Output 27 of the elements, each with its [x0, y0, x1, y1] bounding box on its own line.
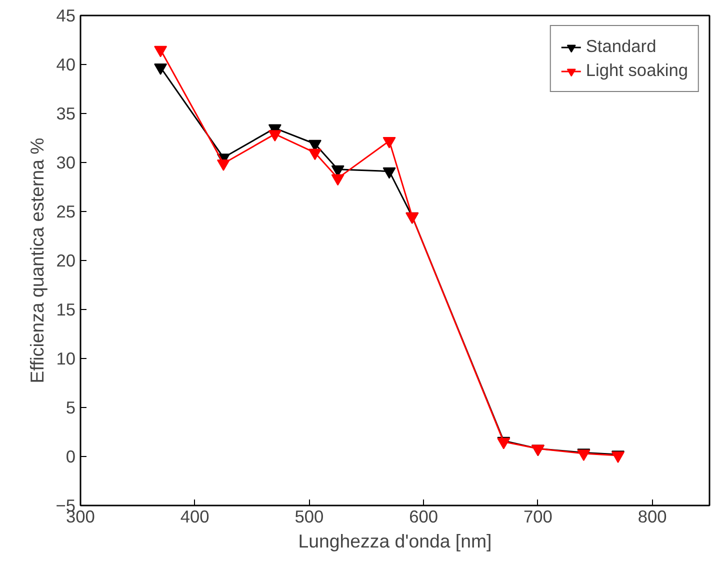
point	[154, 63, 168, 75]
point	[308, 148, 322, 160]
point	[382, 167, 396, 179]
y-tick-label: 0	[66, 446, 76, 466]
y-tick-label: 20	[56, 250, 76, 270]
x-tick-label: 500	[294, 506, 324, 526]
point	[268, 130, 282, 142]
point	[216, 160, 230, 171]
x-tick-label: 400	[180, 506, 210, 526]
x-axis-title: Lunghezza d'onda [nm]	[298, 530, 492, 552]
y-tick-label: 40	[56, 54, 76, 74]
y-tick-label: 45	[56, 6, 76, 26]
y-tick-label: 25	[56, 202, 76, 222]
x-tick-label: 600	[409, 506, 438, 526]
point	[331, 174, 344, 186]
y-tick-label: 15	[56, 300, 76, 320]
y-tick-label: 35	[56, 104, 76, 124]
y-tick-label: 10	[56, 348, 76, 368]
y-tick-label: 5	[66, 398, 76, 418]
legend-label: Light soaking	[586, 60, 688, 81]
legend-label: Standard	[586, 36, 656, 57]
x-tick-label: 800	[638, 506, 667, 526]
point	[154, 46, 168, 58]
point	[382, 136, 396, 148]
y-tick-label: 30	[56, 152, 76, 172]
x-tick-label: 700	[524, 506, 552, 526]
y-axis-title: Efficienza quantica esterna %	[26, 138, 48, 384]
